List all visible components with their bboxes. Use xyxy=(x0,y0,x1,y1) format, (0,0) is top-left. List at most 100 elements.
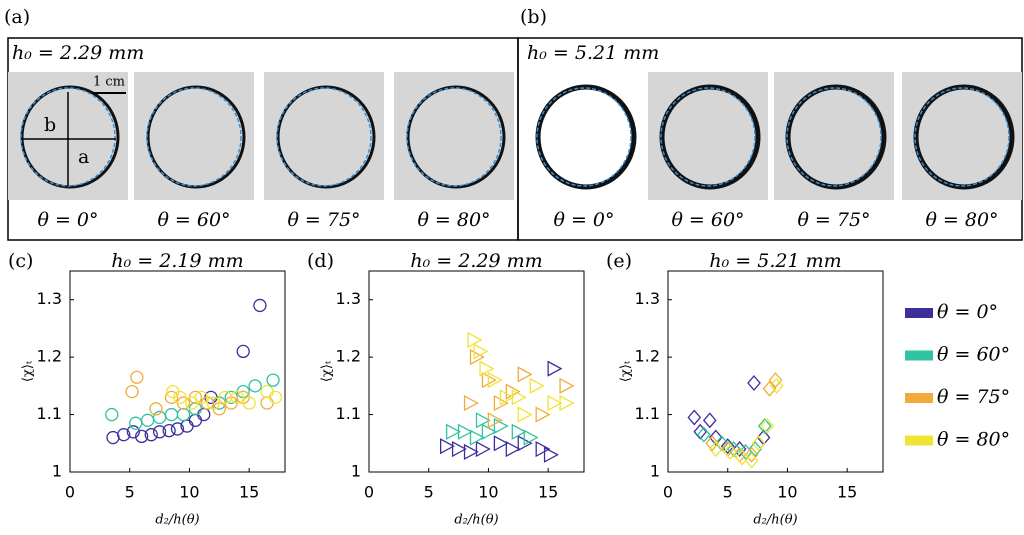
marker xyxy=(559,394,575,412)
y-axis-label: ⟨χ⟩ₜ xyxy=(619,360,634,382)
photo xyxy=(264,72,384,200)
legend-swatch xyxy=(905,308,933,318)
fit-contour xyxy=(536,87,632,187)
panel-title: h₀ = 5.21 mm xyxy=(527,42,659,64)
droplet-edge xyxy=(659,84,761,190)
y-axis-label: ⟨χ⟩ₜ xyxy=(320,360,335,382)
y-tick-label: 1.2 xyxy=(37,347,62,366)
fit-contour xyxy=(146,87,242,187)
x-tick-label: 15 xyxy=(538,483,558,502)
marker xyxy=(268,390,283,404)
y-tick-label: 1 xyxy=(52,462,62,481)
angle-label: θ = 80° xyxy=(417,209,490,231)
panel-label: (d) xyxy=(307,250,334,272)
fit-contour xyxy=(914,87,1010,187)
x-tick-label: 10 xyxy=(777,483,797,502)
marker xyxy=(463,443,479,460)
marker xyxy=(487,372,503,389)
marker xyxy=(149,402,163,416)
marker xyxy=(735,449,749,466)
x-axis-label: d₂/h(θ) xyxy=(155,513,199,528)
droplet-edge xyxy=(406,85,506,189)
photo xyxy=(902,72,1022,200)
chart-title: h₀ = 2.19 mm xyxy=(111,250,243,272)
marker xyxy=(176,407,191,422)
fit-contour xyxy=(660,87,756,187)
marker xyxy=(744,446,759,463)
x-tick-label: 15 xyxy=(239,483,259,502)
legend-swatch xyxy=(905,393,933,403)
legend-label: θ = 75° xyxy=(937,386,1010,408)
marker xyxy=(439,438,456,455)
panel-label: (b) xyxy=(520,6,547,28)
fit-contour xyxy=(276,87,372,187)
marker xyxy=(206,396,220,410)
angle-label: θ = 60° xyxy=(671,209,744,231)
marker xyxy=(469,349,485,366)
marker xyxy=(248,379,262,393)
marker xyxy=(479,360,495,377)
y-tick-label: 1.1 xyxy=(336,404,361,423)
y-tick-label: 1.1 xyxy=(37,404,62,423)
photo xyxy=(394,72,514,200)
chart-title: h₀ = 2.29 mm xyxy=(410,250,542,272)
marker xyxy=(714,435,729,452)
marker xyxy=(705,435,720,452)
marker xyxy=(197,407,211,422)
marker xyxy=(451,440,467,458)
marker xyxy=(106,430,120,445)
x-tick-label: 10 xyxy=(478,483,498,502)
marker xyxy=(762,380,777,397)
plot-area xyxy=(69,270,286,473)
marker xyxy=(769,377,784,394)
marker xyxy=(253,298,267,313)
marker xyxy=(125,384,139,399)
marker xyxy=(747,374,761,391)
marker xyxy=(105,407,119,422)
angle-label: θ = 0° xyxy=(37,209,98,231)
fit-contour xyxy=(406,87,502,187)
marker xyxy=(185,396,199,410)
marker xyxy=(748,441,763,458)
marker xyxy=(723,443,737,460)
x-axis-label: d₂/h(θ) xyxy=(454,513,498,528)
y-axis-label: ⟨χ⟩ₜ xyxy=(21,360,36,382)
marker xyxy=(260,384,274,399)
x-tick-label: 0 xyxy=(65,483,75,502)
marker xyxy=(467,331,483,349)
marker xyxy=(505,440,521,458)
marker xyxy=(236,344,250,359)
panel-label: (e) xyxy=(606,250,632,272)
marker xyxy=(481,423,497,440)
marker xyxy=(543,446,559,463)
photo xyxy=(774,72,894,200)
marker xyxy=(535,406,551,423)
marker xyxy=(475,412,491,429)
marker xyxy=(457,423,473,440)
marker xyxy=(188,413,203,427)
marker xyxy=(260,396,274,410)
x-axis-label: d₂/h(θ) xyxy=(753,513,797,528)
angle-label: θ = 75° xyxy=(797,209,870,231)
panel-label: (c) xyxy=(8,250,33,272)
marker xyxy=(696,426,711,443)
marker xyxy=(493,435,509,452)
marker xyxy=(499,389,515,406)
marker xyxy=(768,372,783,389)
axis-label: b xyxy=(44,114,56,136)
y-tick-label: 1 xyxy=(351,462,361,481)
x-tick-label: 15 xyxy=(837,483,857,502)
marker xyxy=(463,394,479,412)
marker xyxy=(173,390,187,404)
marker xyxy=(117,428,131,442)
marker xyxy=(511,389,527,406)
droplet-edge xyxy=(785,84,887,190)
marker xyxy=(164,390,179,404)
marker xyxy=(144,428,158,442)
x-tick-label: 10 xyxy=(179,483,199,502)
x-tick-label: 0 xyxy=(364,483,374,502)
marker xyxy=(744,452,759,469)
marker xyxy=(164,407,179,422)
marker xyxy=(469,429,485,446)
marker xyxy=(473,343,489,360)
